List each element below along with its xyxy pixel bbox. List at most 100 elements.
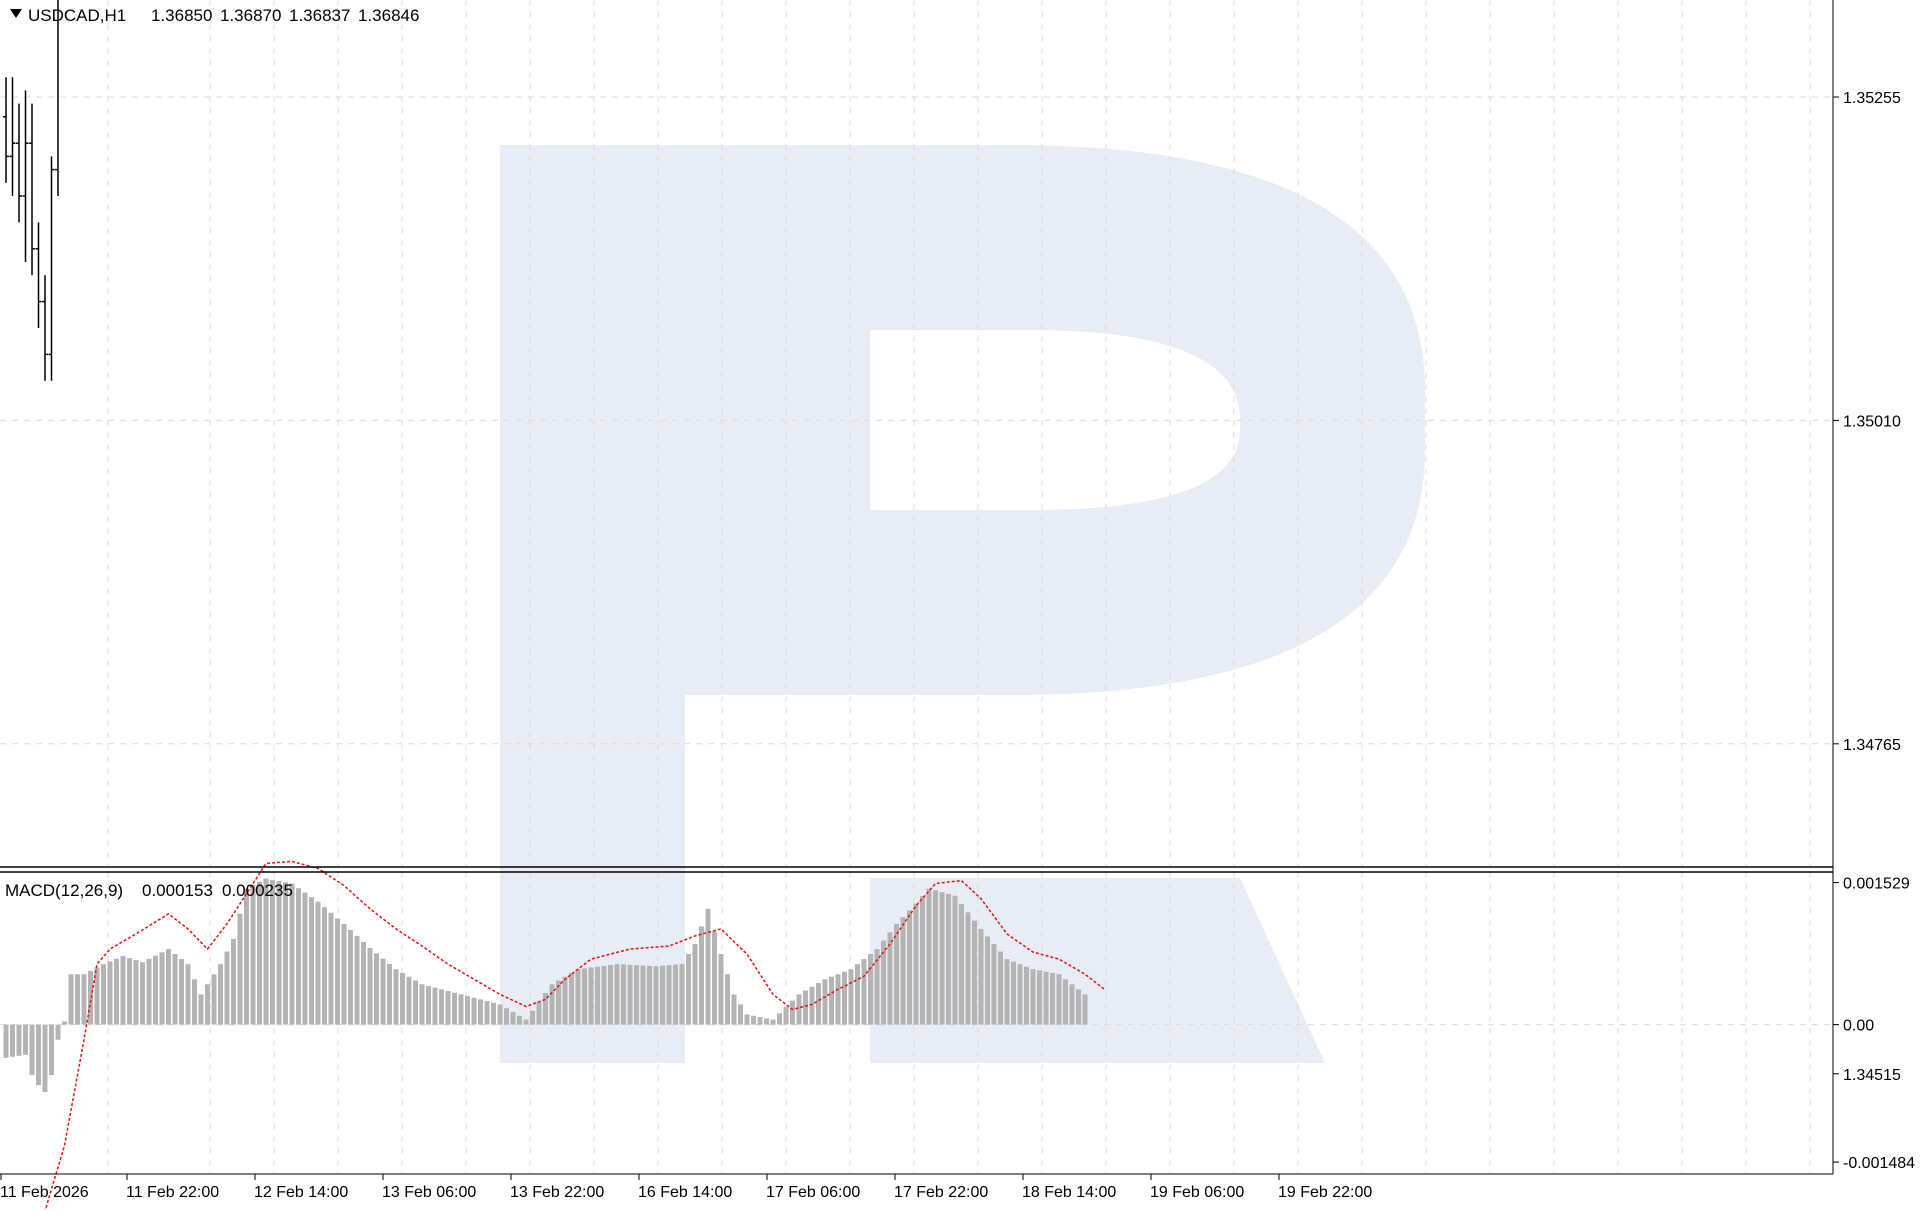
macd-histogram-bar (374, 953, 379, 1025)
macd-axis-label: 0.001529 (1843, 876, 1910, 893)
macd-histogram-bar (1076, 989, 1081, 1025)
macd-histogram-bar (666, 965, 672, 1025)
macd-histogram-bar (445, 991, 451, 1025)
macd-histogram-bar (796, 994, 802, 1025)
macd-histogram-bar (406, 976, 412, 1025)
macd-histogram-bar (946, 893, 951, 1025)
macd-histogram-bar (140, 962, 145, 1025)
watermark-letter-shape (500, 145, 1425, 1063)
macd-histogram-bar (361, 941, 366, 1025)
macd-histogram-bar (101, 964, 106, 1025)
macd-histogram-bar (530, 1010, 535, 1025)
time-axis-label: 12 Feb 14:00 (254, 1184, 348, 1201)
macd-histogram-bar (686, 954, 691, 1025)
macd-histogram-bar (1004, 959, 1010, 1025)
macd-histogram-bar (107, 961, 113, 1025)
macd-histogram-bar (166, 949, 171, 1025)
macd-histogram-bar (185, 964, 191, 1025)
time-axis-label: 13 Feb 06:00 (382, 1184, 476, 1201)
macd-histogram-bar (660, 965, 665, 1025)
macd-histogram-bar (705, 908, 711, 1025)
macd-histogram-bar (426, 985, 431, 1025)
macd-histogram-bar (400, 972, 405, 1025)
time-axis-label: 19 Feb 22:00 (1278, 1184, 1372, 1201)
macd-histogram-bar (10, 1024, 15, 1057)
low-value: 1.36837 (289, 6, 350, 25)
candle (9, 77, 16, 196)
macd-signal-value: 0.000235 (222, 881, 293, 900)
candle (22, 90, 29, 262)
macd-histogram-bar (887, 932, 893, 1025)
macd-histogram-bar (1069, 984, 1075, 1025)
macd-signal-line (44, 860, 1105, 1210)
macd-histogram-bar (250, 885, 256, 1025)
macd-histogram-bar (224, 951, 230, 1025)
symbol-header-label: USDCAD,H1 (28, 6, 126, 25)
macd-histogram-bar (718, 954, 724, 1025)
macd-histogram-bar (192, 979, 197, 1025)
macd-histogram-bar (68, 974, 74, 1025)
macd-histogram-bar (952, 895, 958, 1025)
macd-histogram-bar (3, 1024, 9, 1058)
macd-histogram-bar (439, 989, 444, 1025)
macd-histogram-bar (237, 913, 243, 1025)
time-axis-label: 13 Feb 22:00 (510, 1184, 604, 1201)
macd-histogram-bar (868, 954, 873, 1025)
macd-histogram-bar (907, 910, 912, 1025)
macd-histogram-bar (302, 892, 308, 1025)
macd-histogram-bar (692, 944, 698, 1025)
macd-histogram-bar (81, 974, 87, 1025)
price-axis-label: 1.35010 (1843, 413, 1901, 430)
macd-histogram-bar (23, 1024, 28, 1055)
macd-histogram-bar (218, 964, 223, 1025)
macd-histogram-bar (36, 1024, 41, 1086)
macd-histogram-bar (653, 966, 659, 1025)
macd-histogram-bar (341, 923, 347, 1025)
macd-histogram-bar (978, 928, 984, 1025)
macd-histogram-bar (790, 1000, 795, 1025)
macd-histogram-bar (549, 984, 555, 1025)
macd-histogram-bar (608, 964, 613, 1025)
macd-label: MACD(12,26,9) (5, 881, 123, 900)
macd-histogram-bar (881, 940, 886, 1025)
macd-histogram-bar (848, 969, 854, 1025)
macd-histogram-bar (335, 918, 340, 1025)
macd-histogram-bar (1030, 969, 1036, 1025)
macd-histogram-bar (16, 1024, 22, 1056)
macd-histogram-bar (900, 917, 906, 1025)
macd-histogram-bar (991, 944, 997, 1025)
time-axis-label: 18 Feb 14:00 (1022, 1184, 1116, 1201)
macd-histogram-bar (926, 888, 932, 1025)
macd-histogram-bar (484, 1001, 490, 1025)
candle (55, 0, 59, 196)
macd-histogram-bar (1056, 974, 1062, 1025)
macd-histogram-bar (127, 958, 132, 1025)
macd-histogram-bar (972, 920, 977, 1025)
time-axis-label: 19 Feb 06:00 (1150, 1184, 1244, 1201)
macd-histogram-bar (114, 958, 119, 1025)
macd-histogram-bar (497, 1004, 503, 1025)
macd-histogram-bar (205, 984, 210, 1025)
macd-histogram-bar (179, 959, 184, 1025)
macd-histogram-bar (471, 997, 477, 1025)
symbol-dropdown-icon (10, 9, 22, 18)
macd-panel (3, 860, 1105, 1210)
macd-histogram-bar (29, 1024, 35, 1075)
macd-histogram-bar (42, 1024, 48, 1093)
price-axis-label: 1.34765 (1843, 737, 1901, 754)
macd-histogram-bar (491, 1002, 496, 1025)
macd-histogram-bar (270, 879, 275, 1025)
macd-histogram-bar (55, 1024, 61, 1040)
candle (42, 275, 48, 381)
macd-histogram-bar (543, 993, 548, 1025)
macd-histogram-bar (393, 969, 399, 1025)
close-value: 1.36846 (358, 6, 419, 25)
macd-histogram-bar (328, 912, 334, 1025)
macd-histogram-bar (1043, 971, 1049, 1025)
macd-histogram-bar (458, 994, 464, 1025)
macd-histogram-bar (569, 972, 574, 1025)
macd-histogram-bar (627, 964, 633, 1025)
macd-histogram-bar (257, 881, 262, 1025)
macd-histogram-bar (1037, 970, 1042, 1025)
